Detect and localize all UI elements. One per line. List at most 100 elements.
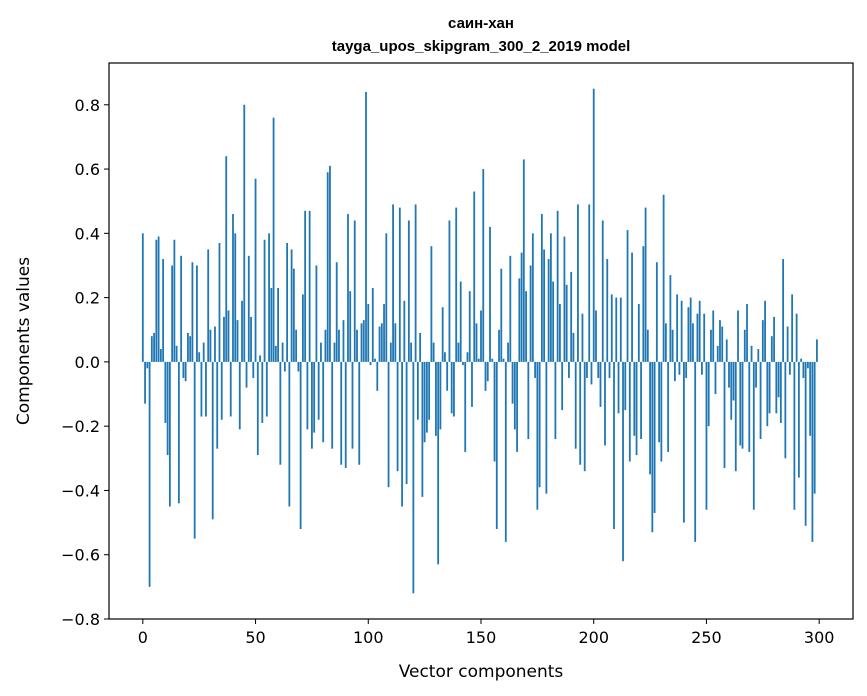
bar-261 — [730, 361, 733, 420]
bar-116 — [403, 300, 406, 362]
bar-66 — [290, 249, 293, 362]
bar-52 — [259, 355, 261, 362]
bar-176 — [538, 361, 541, 488]
bar-238 — [678, 361, 681, 375]
bar-32 — [214, 326, 216, 362]
bar-36 — [223, 316, 225, 362]
x-tick-label: 200 — [578, 628, 609, 647]
bar-14 — [173, 239, 176, 362]
bar-77 — [315, 265, 318, 362]
bar-163 — [509, 255, 512, 362]
bar-198 — [588, 204, 591, 362]
ticks-group: 0 50 100 150 200 250 300 −0.8 −0.6 −0.4 −0.2 0.0 0.2… — [61, 96, 834, 647]
bar-169 — [522, 159, 525, 362]
bar-94 — [353, 220, 356, 362]
bar-221 — [640, 361, 642, 440]
bar-8 — [159, 349, 162, 362]
bar-152 — [484, 361, 487, 391]
bar-288 — [791, 294, 794, 362]
bar-111 — [392, 204, 394, 362]
bar-214 — [624, 361, 627, 411]
bar-277 — [766, 361, 769, 427]
bar-106 — [380, 323, 383, 362]
bar-297 — [811, 361, 814, 542]
bar-4 — [150, 336, 153, 362]
bar-27 — [202, 342, 205, 362]
bar-101 — [369, 361, 372, 366]
y-tick-label: −0.4 — [61, 481, 100, 500]
bar-153 — [486, 361, 489, 382]
bar-39 — [229, 361, 232, 417]
bar-251 — [707, 361, 710, 427]
bar-31 — [211, 361, 214, 520]
bar-74 — [308, 210, 311, 362]
bar-73 — [306, 361, 309, 430]
bar-167 — [518, 278, 521, 362]
bar-139 — [455, 207, 458, 362]
bar-109 — [387, 361, 390, 488]
bar-287 — [788, 361, 791, 375]
bar-40 — [232, 214, 234, 362]
bar-165 — [513, 361, 516, 430]
x-tick-label: 250 — [691, 628, 722, 647]
bar-85 — [333, 342, 336, 362]
bar-223 — [644, 207, 647, 362]
bar-76 — [313, 361, 316, 433]
bar-262 — [732, 361, 735, 401]
bar-132 — [439, 361, 442, 430]
bar-174 — [534, 361, 537, 378]
bar-136 — [448, 220, 451, 362]
bar-127 — [428, 361, 431, 420]
bar-282 — [777, 361, 780, 398]
bar-59 — [274, 345, 277, 362]
bar-45 — [243, 104, 246, 362]
bar-97 — [360, 323, 363, 362]
bar-29 — [207, 249, 210, 362]
bar-232 — [664, 323, 667, 362]
bar-281 — [775, 361, 778, 414]
bar-157 — [495, 361, 498, 530]
bar-92 — [349, 291, 352, 362]
bar-17 — [180, 255, 183, 362]
bar-154 — [489, 226, 491, 362]
bar-34 — [218, 242, 221, 362]
bar-259 — [725, 339, 728, 362]
bar-43 — [238, 361, 241, 430]
bar-24 — [196, 265, 198, 362]
bar-220 — [637, 304, 640, 362]
bar-119 — [410, 342, 413, 362]
bar-266 — [741, 361, 744, 449]
bar-79 — [320, 342, 322, 362]
bar-246 — [696, 313, 699, 362]
y-axis-label: Components values — [14, 257, 34, 425]
bar-120 — [412, 361, 415, 594]
bar-65 — [288, 361, 291, 507]
bar-184 — [556, 210, 559, 362]
bar-90 — [344, 361, 347, 468]
bar-273 — [757, 349, 760, 362]
bar-228 — [655, 262, 658, 362]
bar-13 — [171, 265, 174, 362]
bar-61 — [279, 361, 282, 465]
bar-171 — [527, 361, 530, 440]
bar-6 — [155, 239, 158, 362]
bar-197 — [586, 361, 588, 378]
bar-209 — [613, 361, 615, 530]
bar-293 — [802, 361, 805, 378]
bar-1 — [144, 361, 146, 404]
bar-49 — [252, 361, 255, 378]
bar-134 — [444, 352, 446, 362]
bar-124 — [421, 361, 424, 497]
bar-245 — [694, 361, 697, 542]
bar-64 — [286, 242, 289, 362]
bar-186 — [561, 361, 564, 411]
bar-263 — [734, 361, 737, 472]
bar-75 — [311, 361, 313, 449]
bar-7 — [157, 236, 160, 362]
bar-37 — [225, 156, 228, 362]
bar-241 — [685, 361, 688, 378]
bar-216 — [628, 361, 631, 462]
bar-190 — [570, 271, 573, 362]
bar-296 — [809, 361, 812, 436]
